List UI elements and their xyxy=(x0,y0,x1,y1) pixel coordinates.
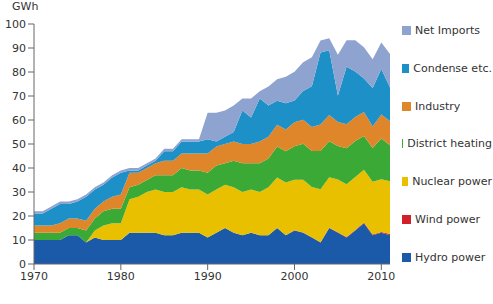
html-text:District heating: District heating xyxy=(407,137,492,151)
html-text:Hydro power: Hydro power xyxy=(415,251,486,264)
html-text:Condense etc.: Condense etc. xyxy=(413,61,492,75)
svg-text:0: 0 xyxy=(19,258,26,271)
html-text:Nuclear power: Nuclear power xyxy=(412,175,492,189)
html-text:Industry: Industry xyxy=(415,99,461,113)
svg-text:20: 20 xyxy=(12,210,26,223)
svg-text:70: 70 xyxy=(12,90,26,103)
svg-text:60: 60 xyxy=(12,114,26,127)
svg-text:80: 80 xyxy=(12,66,26,79)
svg-text:30: 30 xyxy=(12,186,26,199)
svg-text:1980: 1980 xyxy=(107,270,135,283)
svg-text:50: 50 xyxy=(12,138,26,151)
svg-text:1990: 1990 xyxy=(194,270,222,283)
html-text:Wind power: Wind power xyxy=(415,213,481,227)
svg-text:10: 10 xyxy=(12,234,26,247)
svg-text:1970: 1970 xyxy=(20,270,48,283)
svg-text:90: 90 xyxy=(12,42,26,55)
html-text:Net Imports: Net Imports xyxy=(415,24,480,37)
svg-text:2000: 2000 xyxy=(280,270,308,283)
svg-text:40: 40 xyxy=(12,162,26,175)
html-text:GWh: GWh xyxy=(12,0,39,13)
svg-text:2010: 2010 xyxy=(367,270,395,283)
svg-text:100: 100 xyxy=(8,18,26,31)
